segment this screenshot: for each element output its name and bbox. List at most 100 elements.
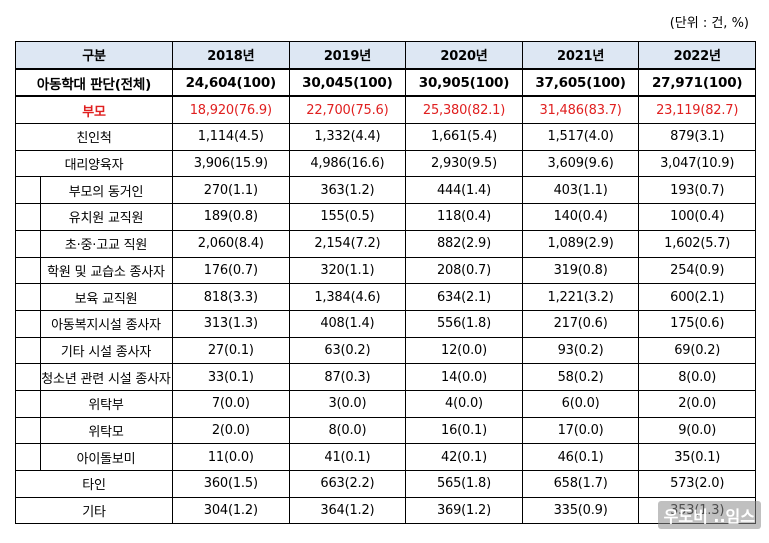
- cell-value: 634(2.1): [405, 283, 523, 311]
- cell-value: 364(1.2): [288, 496, 407, 525]
- cell-value: 4,986(16.6): [288, 149, 407, 178]
- table-row: 학원 및 교습소 종사자 176(0.7) 320(1.1) 208(0.7) …: [15, 256, 756, 285]
- cell-value: 9(0.0): [638, 416, 756, 445]
- cell-value: 175(0.6): [638, 309, 756, 338]
- cell-value: 8(0.0): [638, 363, 756, 391]
- cell-value: 176(0.7): [172, 256, 290, 285]
- cell-value: 1,332(4.4): [288, 123, 407, 151]
- cell-value: 3,906(15.9): [172, 149, 290, 178]
- table-row: 위탁모 2(0.0) 8(0.0) 16(0.1) 17(0.0) 9(0.0): [15, 416, 756, 445]
- table-row: 부모의 동거인 270(1.1) 363(1.2) 444(1.4) 403(1…: [15, 176, 756, 205]
- cell-value: 100(0.4): [638, 203, 756, 231]
- cell-value: 369(1.2): [405, 496, 523, 525]
- table-row: 유치원 교직원 189(0.8) 155(0.5) 118(0.4) 140(0…: [15, 203, 756, 231]
- cell-value: 30,045(100): [288, 68, 407, 98]
- cell-value: 31,486(83.7): [521, 95, 640, 125]
- cell-value: 408(1.4): [288, 309, 407, 338]
- cell-value: 3,047(10.9): [638, 149, 756, 178]
- cell-value: 879(3.1): [638, 123, 756, 151]
- table-header-row: 구분 2018년 2019년 2020년 2021년 2022년: [15, 40, 756, 70]
- header-year-2018: 2018년: [172, 40, 290, 70]
- row-label: 타인: [15, 470, 173, 498]
- cell-value: 155(0.5): [288, 203, 407, 231]
- cell-value: 444(1.4): [405, 176, 523, 205]
- row-label: 부모의 동거인: [15, 176, 173, 205]
- cell-value: 25,380(82.1): [405, 95, 523, 125]
- table-row: 타인 360(1.5) 663(2.2) 565(1.8) 658(1.7) 5…: [15, 470, 756, 498]
- cell-value: 2(0.0): [638, 389, 756, 418]
- cell-value: 270(1.1): [172, 176, 290, 205]
- table-row: 아동복지시설 종사자 313(1.3) 408(1.4) 556(1.8) 21…: [15, 309, 756, 338]
- header-year-2021: 2021년: [521, 40, 640, 70]
- cell-value: 600(2.1): [638, 283, 756, 311]
- row-label: 유치원 교직원: [15, 203, 173, 231]
- cell-value: 818(3.3): [172, 283, 290, 311]
- cell-value: 2,154(7.2): [288, 229, 407, 258]
- cell-value: 363(1.2): [288, 176, 407, 205]
- row-label: 청소년 관련 시설 종사자: [15, 363, 173, 391]
- cell-value: 313(1.3): [172, 309, 290, 338]
- table-row: 청소년 관련 시설 종사자 33(0.1) 87(0.3) 14(0.0) 58…: [15, 363, 756, 391]
- cell-value: 556(1.8): [405, 309, 523, 338]
- cell-value: 87(0.3): [288, 363, 407, 391]
- header-year-2019: 2019년: [288, 40, 407, 70]
- cell-value: 17(0.0): [521, 416, 640, 445]
- header-year-2020: 2020년: [405, 40, 523, 70]
- header-year-2022: 2022년: [638, 40, 756, 70]
- cell-value: 33(0.1): [172, 363, 290, 391]
- cell-value: 140(0.4): [521, 203, 640, 231]
- cell-value: 27,971(100): [638, 68, 756, 98]
- cell-value: 30,905(100): [405, 68, 523, 98]
- cell-value: 42(0.1): [405, 443, 523, 471]
- cell-value: 1,602(5.7): [638, 229, 756, 258]
- cell-value: 403(1.1): [521, 176, 640, 205]
- cell-value: 304(1.2): [172, 496, 290, 525]
- unit-note: (단위 : 건, %): [669, 16, 749, 31]
- row-label: 부모: [15, 95, 173, 125]
- cell-value: 41(0.1): [288, 443, 407, 471]
- cell-value: 58(0.2): [521, 363, 640, 391]
- table-row: 기타 304(1.2) 364(1.2) 369(1.2) 335(0.9) 3…: [15, 496, 756, 525]
- table-row: 대리양육자 3,906(15.9) 4,986(16.6) 2,930(9.5)…: [15, 149, 756, 178]
- table-row: 아이돌보미 11(0.0) 41(0.1) 42(0.1) 46(0.1) 35…: [15, 443, 756, 471]
- cell-value: 37,605(100): [521, 68, 640, 98]
- cell-value: 6(0.0): [521, 389, 640, 418]
- cell-value: 27(0.1): [172, 336, 290, 365]
- cell-value: 8(0.0): [288, 416, 407, 445]
- row-label: 위탁부: [15, 389, 173, 418]
- cell-value: 882(2.9): [405, 229, 523, 258]
- row-label: 보육 교직원: [15, 283, 173, 311]
- cell-value: 1,661(5.4): [405, 123, 523, 151]
- cell-value: 118(0.4): [405, 203, 523, 231]
- cell-value: 24,604(100): [172, 68, 290, 98]
- cell-value: 319(0.8): [521, 256, 640, 285]
- row-label: 초·중·고교 직원: [15, 229, 173, 258]
- cell-value: 1,517(4.0): [521, 123, 640, 151]
- statistics-table: 구분 2018년 2019년 2020년 2021년 2022년 아동학대 판단…: [15, 40, 756, 525]
- cell-value: 217(0.6): [521, 309, 640, 338]
- table-row-total: 아동학대 판단(전체) 24,604(100) 30,045(100) 30,9…: [15, 68, 756, 98]
- cell-value: 658(1.7): [521, 470, 640, 498]
- row-label: 아이돌보미: [15, 443, 173, 471]
- cell-value: 22,700(75.6): [288, 95, 407, 125]
- row-label: 위탁모: [15, 416, 173, 445]
- header-category: 구분: [15, 40, 173, 70]
- table-row: 초·중·고교 직원 2,060(8.4) 2,154(7.2) 882(2.9)…: [15, 229, 756, 258]
- cell-value: 193(0.7): [638, 176, 756, 205]
- row-label: 아동학대 판단(전체): [15, 68, 173, 98]
- cell-value: 335(0.9): [521, 496, 640, 525]
- cell-value: 1,221(3.2): [521, 283, 640, 311]
- cell-value: 18,920(76.9): [172, 95, 290, 125]
- cell-value: 573(2.0): [638, 470, 756, 498]
- cell-value: 23,119(82.7): [638, 95, 756, 125]
- cell-value: 254(0.9): [638, 256, 756, 285]
- table-row: 기타 시설 종사자 27(0.1) 63(0.2) 12(0.0) 93(0.2…: [15, 336, 756, 365]
- row-label: 기타: [15, 496, 173, 525]
- cell-value: 16(0.1): [405, 416, 523, 445]
- cell-value: 63(0.2): [288, 336, 407, 365]
- cell-value: 320(1.1): [288, 256, 407, 285]
- cell-value: 11(0.0): [172, 443, 290, 471]
- cell-value: 3(0.0): [288, 389, 407, 418]
- cell-value: 2,060(8.4): [172, 229, 290, 258]
- row-label: 대리양육자: [15, 149, 173, 178]
